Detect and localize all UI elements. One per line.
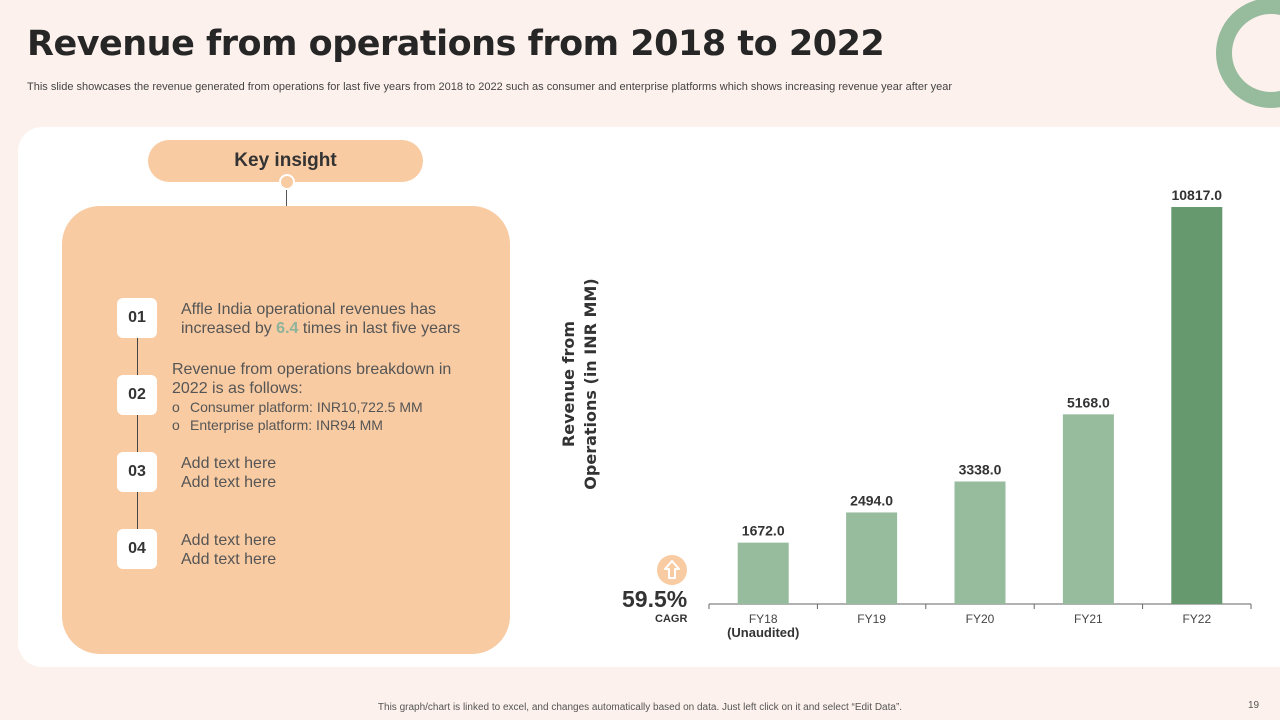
insight-panel <box>62 206 510 654</box>
insight-item-04: Add text here Add text here <box>181 531 441 569</box>
footer-note: This graph/chart is linked to excel, and… <box>377 702 903 713</box>
bullet-icon: o <box>172 417 180 433</box>
insight-item-02-text: Revenue from operations breakdown in 202… <box>172 361 452 397</box>
insight-item-01: Affle India operational revenues has inc… <box>181 300 481 338</box>
bar-fy21 <box>1062 414 1114 604</box>
insight-item-03-line1: Add text here <box>181 455 277 472</box>
insight-item-02: Revenue from operations breakdown in 202… <box>172 360 472 434</box>
bar-value-label: 3338.0 <box>959 461 1002 477</box>
item-number-02: 02 <box>117 375 157 415</box>
page-subtitle: This slide showcases the revenue generat… <box>27 81 953 93</box>
breakdown-item-text: Consumer platform: INR10,722.5 MM <box>190 399 423 415</box>
page-title: Revenue from operations from 2018 to 202… <box>27 24 885 64</box>
item-number-01: 01 <box>117 298 157 338</box>
insight-item-01-text: Affle India operational revenues has inc… <box>181 301 436 337</box>
breakdown-item: o Enterprise platform: INR94 MM <box>172 416 472 434</box>
up-arrow-icon <box>657 555 687 585</box>
x-tick-label: FY18 <box>749 612 778 626</box>
insight-item-03-line2: Add text here <box>181 474 277 491</box>
item-number-04: 04 <box>117 529 157 569</box>
connector-dot <box>279 174 295 190</box>
bar-value-label: 1672.0 <box>742 523 785 539</box>
bar-value-label: 10817.0 <box>1171 187 1222 203</box>
connector-line <box>286 188 287 206</box>
breakdown-item: o Consumer platform: INR10,722.5 MM <box>172 398 472 416</box>
breakdown-list: o Consumer platform: INR10,722.5 MM o Ente… <box>172 398 472 434</box>
bar-value-label: 5168.0 <box>1067 394 1110 410</box>
bar-fy22 <box>1171 207 1223 604</box>
x-tick-label: FY20 <box>966 612 995 626</box>
insight-highlight-value: 6.4 <box>276 320 299 337</box>
cagr-value: 59.5% <box>622 586 688 612</box>
insight-item-04-line2: Add text here <box>181 551 277 568</box>
timeline-line <box>137 336 138 532</box>
bar-fy19 <box>846 512 898 604</box>
x-tick-sublabel: (Unaudited) <box>727 625 799 640</box>
bar-value-label: 2494.0 <box>850 492 893 508</box>
breakdown-item-text: Enterprise platform: INR94 MM <box>190 417 383 433</box>
x-tick-label: FY21 <box>1074 612 1103 626</box>
bar-fy20 <box>954 481 1006 604</box>
x-tick-label: FY19 <box>857 612 886 626</box>
item-number-03: 03 <box>117 452 157 492</box>
bullet-icon: o <box>172 399 180 415</box>
insight-item-01-text-end: times in last five years <box>298 320 461 337</box>
cagr-label: CAGR <box>655 613 688 625</box>
insight-item-03: Add text here Add text here <box>181 454 441 492</box>
insight-item-04-line1: Add text here <box>181 532 277 549</box>
page-number: 19 <box>1248 700 1260 711</box>
bar-fy18 <box>737 542 789 604</box>
x-tick-label: FY22 <box>1182 612 1211 626</box>
